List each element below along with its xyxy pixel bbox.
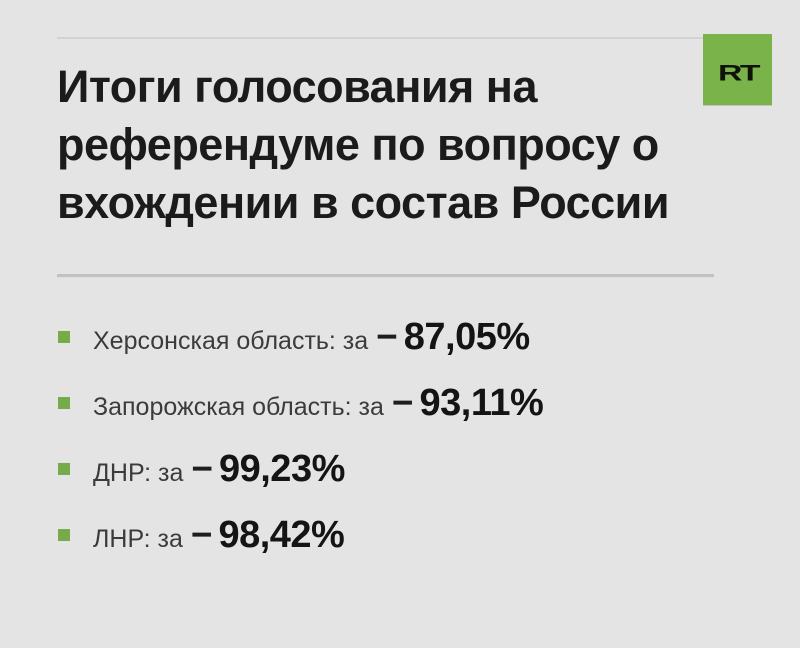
list-item: ДНР: за −99,23%	[0, 436, 800, 502]
result-dash: −	[391, 381, 414, 423]
page-title: Итоги голосования на референдуме по вопр…	[57, 61, 670, 228]
top-divider	[57, 37, 703, 39]
rt-logo: RT	[703, 34, 772, 105]
result-dash: −	[376, 315, 398, 357]
result-label: Херсонская область: за	[93, 326, 369, 355]
result-value: 93,11%	[419, 381, 544, 424]
result-text: Запорожская область: за −93,11%	[93, 381, 544, 425]
result-value: 87,05%	[403, 315, 530, 358]
list-item: Запорожская область: за −93,11%	[0, 370, 800, 436]
list-item: Херсонская область: за −87,05%	[0, 304, 800, 370]
result-label: ЛНР: за	[93, 524, 183, 553]
result-label: Запорожская область: за	[93, 392, 384, 421]
result-dash: −	[191, 447, 213, 489]
bullet-square-icon	[58, 463, 70, 475]
result-text: Херсонская область: за −87,05%	[93, 316, 530, 359]
result-text: ЛНР: за −98,42%	[93, 513, 345, 557]
result-label: ДНР: за	[93, 458, 184, 487]
result-value: 98,42%	[218, 513, 345, 556]
result-value: 99,23%	[218, 447, 345, 490]
bullet-square-icon	[58, 331, 70, 343]
result-text: ДНР: за −99,23%	[93, 448, 345, 491]
bullet-square-icon	[58, 397, 70, 409]
list-item: ЛНР: за −98,42%	[0, 502, 800, 568]
result-dash: −	[190, 513, 213, 555]
results-list: Херсонская область: за −87,05% Запорожска…	[0, 304, 800, 568]
rt-logo-text: RT	[717, 60, 761, 86]
headline-divider	[57, 274, 714, 278]
bullet-square-icon	[58, 529, 70, 541]
